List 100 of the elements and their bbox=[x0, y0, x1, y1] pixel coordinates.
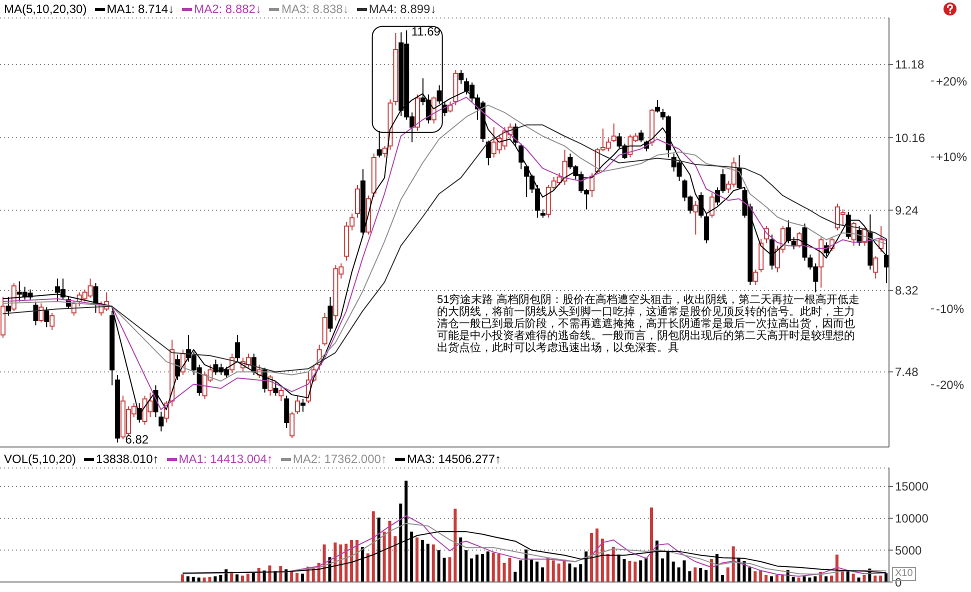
candlestick bbox=[382, 145, 388, 158]
bar bbox=[562, 560, 566, 582]
bar bbox=[808, 578, 812, 582]
bar bbox=[492, 552, 495, 582]
legend-label: MA3: 8.838↓ bbox=[280, 2, 349, 16]
bar bbox=[486, 551, 490, 582]
bar bbox=[416, 537, 419, 582]
bar bbox=[197, 578, 200, 582]
bar bbox=[420, 540, 424, 582]
bar bbox=[754, 571, 757, 582]
bar bbox=[628, 560, 632, 582]
y-tick-label: 5000 bbox=[895, 543, 922, 558]
legend-label: 13838.010↑ bbox=[95, 452, 159, 466]
candlestick bbox=[753, 269, 758, 286]
bar bbox=[634, 562, 637, 582]
legend-label: MA2: 8.882↓ bbox=[193, 2, 262, 16]
annotation: 11.69 bbox=[411, 24, 441, 38]
bar bbox=[720, 574, 724, 582]
bar bbox=[372, 511, 375, 582]
candlestick bbox=[448, 101, 453, 113]
candlestick bbox=[300, 398, 306, 412]
candlestick bbox=[273, 382, 278, 396]
candlestick bbox=[786, 220, 791, 244]
bar bbox=[574, 567, 577, 582]
bar bbox=[459, 537, 462, 582]
bar bbox=[426, 544, 430, 582]
candlestick bbox=[50, 312, 55, 331]
bar bbox=[568, 564, 572, 582]
candlestick bbox=[824, 242, 830, 257]
candlestick bbox=[590, 172, 595, 198]
candlestick bbox=[33, 301, 38, 326]
bar bbox=[464, 550, 468, 582]
bar bbox=[219, 574, 222, 582]
candlestick bbox=[235, 334, 240, 362]
bar bbox=[246, 574, 250, 582]
y2-tick-label: +20% bbox=[936, 74, 968, 88]
bar bbox=[535, 562, 538, 582]
candlestick bbox=[290, 411, 295, 439]
candlestick bbox=[278, 386, 284, 402]
bar bbox=[830, 576, 834, 582]
bar bbox=[644, 558, 648, 582]
bar bbox=[202, 578, 206, 582]
bar bbox=[622, 559, 626, 582]
bar bbox=[879, 576, 882, 582]
candlestick bbox=[736, 154, 742, 190]
y2-tick-label: -20% bbox=[936, 378, 964, 392]
bar bbox=[600, 538, 604, 582]
bar bbox=[612, 546, 615, 582]
candlestick bbox=[6, 296, 11, 316]
candlestick bbox=[284, 395, 290, 429]
legend-title: MA(5,10,20,30) bbox=[4, 2, 87, 16]
bar bbox=[268, 565, 272, 582]
legend-label: MA2: 17362.000↑ bbox=[292, 452, 387, 466]
bar bbox=[590, 532, 594, 582]
bar bbox=[852, 574, 855, 582]
bar bbox=[797, 578, 800, 582]
candlestick bbox=[704, 213, 710, 244]
bar bbox=[470, 558, 474, 582]
candlestick bbox=[611, 122, 616, 143]
y-tick-label: 9.24 bbox=[895, 203, 919, 218]
bar bbox=[726, 567, 730, 582]
bar bbox=[660, 558, 664, 582]
legend-label: MA4: 8.899↓ bbox=[368, 2, 436, 16]
bar bbox=[388, 520, 392, 582]
y-tick-label: 10000 bbox=[895, 512, 929, 526]
bar bbox=[350, 540, 354, 582]
y-tick-label: 7.48 bbox=[895, 365, 919, 380]
candlestick bbox=[638, 130, 644, 143]
candlestick bbox=[873, 256, 878, 280]
bar bbox=[480, 554, 484, 582]
bar bbox=[475, 554, 478, 582]
y-tick-label: 10.16 bbox=[895, 130, 926, 145]
bar bbox=[300, 574, 304, 582]
bar bbox=[322, 544, 326, 582]
bar bbox=[759, 570, 762, 582]
bar bbox=[540, 567, 544, 582]
y-tick-label: 11.18 bbox=[895, 58, 924, 72]
bar bbox=[530, 560, 534, 582]
candlestick bbox=[158, 411, 164, 432]
bar bbox=[448, 557, 452, 582]
bar bbox=[502, 562, 506, 582]
bar bbox=[704, 570, 708, 582]
bar bbox=[334, 542, 337, 582]
candlestick bbox=[44, 306, 50, 328]
bar bbox=[606, 554, 610, 582]
bar bbox=[699, 568, 702, 582]
bar bbox=[356, 540, 359, 582]
bar bbox=[677, 567, 680, 582]
bar bbox=[688, 571, 692, 582]
bar bbox=[437, 550, 440, 582]
candlestick bbox=[851, 221, 856, 246]
bar bbox=[874, 576, 877, 582]
legend-title: VOL(5,10,20) bbox=[4, 452, 76, 466]
legend-label: MA1: 8.714↓ bbox=[106, 2, 174, 16]
bar bbox=[442, 558, 446, 582]
bar bbox=[672, 562, 675, 582]
bar bbox=[279, 566, 282, 582]
annotation: 6.82 bbox=[125, 432, 149, 446]
bar bbox=[296, 573, 299, 582]
bar bbox=[650, 507, 654, 582]
